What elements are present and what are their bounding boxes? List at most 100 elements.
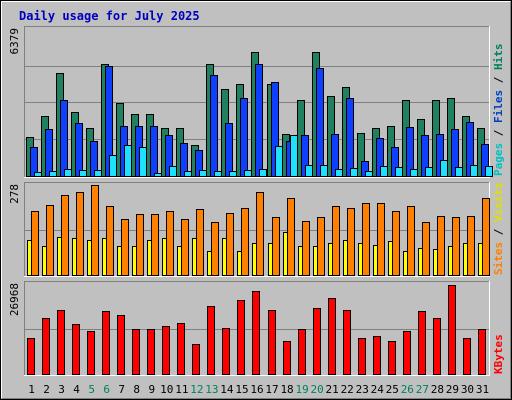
x-tick-day-8: 8 (133, 383, 140, 396)
bar-pages-day-6 (109, 155, 117, 177)
bar-kbytes-day-7 (117, 315, 125, 375)
x-tick-day-17: 17 (265, 383, 278, 396)
bar-kbytes-day-3 (57, 310, 65, 375)
bar-sites-day-29 (452, 217, 460, 276)
bar-kbytes-day-18 (283, 341, 291, 375)
x-tick-day-20: 20 (311, 383, 324, 396)
bar-pages-day-7 (124, 145, 132, 177)
x-tick-day-22: 22 (341, 383, 354, 396)
bar-sites-day-17 (272, 217, 280, 276)
series-legend: KBytes (492, 334, 505, 374)
bar-sites-day-19 (302, 221, 310, 276)
bar-kbytes-day-5 (87, 331, 95, 375)
bar-sites-day-31 (482, 198, 490, 276)
x-tick-day-23: 23 (356, 383, 369, 396)
bar-pages-day-25 (395, 167, 403, 177)
x-tick-day-14: 14 (220, 383, 234, 396)
x-tick-day-2: 2 (43, 383, 50, 396)
x-tick-day-3: 3 (58, 383, 65, 396)
bar-files-day-13 (210, 75, 218, 177)
x-tick-day-24: 24 (371, 383, 385, 396)
bar-pages-day-29 (455, 167, 463, 177)
bar-pages-day-23 (365, 171, 373, 177)
bar-pages-day-14 (229, 171, 237, 177)
bar-sites-day-30 (467, 216, 475, 276)
legend-entry: / (492, 123, 505, 143)
bar-kbytes-day-20 (313, 308, 321, 375)
bar-sites-day-18 (287, 198, 295, 276)
x-tick-day-19: 19 (295, 383, 308, 396)
bar-sites-day-4 (76, 192, 84, 276)
x-tick-day-15: 15 (235, 383, 248, 396)
bar-pages-day-18 (290, 135, 298, 177)
bar-pages-day-30 (470, 165, 478, 177)
bar-files-day-4 (75, 123, 83, 177)
x-tick-day-6: 6 (103, 383, 110, 396)
bar-kbytes-day-14 (222, 328, 230, 375)
bar-pages-day-28 (440, 160, 448, 177)
x-tick-day-11: 11 (175, 383, 188, 396)
bar-pages-day-24 (380, 166, 388, 177)
bar-sites-day-15 (241, 208, 249, 276)
x-tick-day-28: 28 (431, 383, 444, 396)
legend-entry: Files (492, 90, 505, 123)
bar-kbytes-day-19 (298, 329, 306, 375)
bar-sites-day-11 (181, 219, 189, 276)
bar-kbytes-day-24 (373, 336, 381, 375)
bar-pages-day-19 (305, 165, 313, 177)
bar-kbytes-day-21 (328, 298, 336, 375)
x-tick-day-27: 27 (416, 383, 429, 396)
chart-panels: 6379 Pages / Files / Hits 278 Sites / Visit… (8, 26, 505, 376)
panel-bottom: 26968 KBytes (8, 281, 505, 376)
bar-kbytes-day-11 (177, 323, 185, 375)
bar-sites-day-27 (422, 222, 430, 276)
bar-pages-day-13 (214, 171, 222, 177)
bar-pages-day-16 (259, 169, 267, 177)
bar-sites-day-2 (46, 205, 54, 276)
bar-sites-day-8 (136, 214, 144, 276)
bar-pages-day-11 (184, 171, 192, 177)
bar-pages-day-17 (275, 146, 283, 177)
bar-kbytes-day-10 (162, 326, 170, 375)
x-tick-day-10: 10 (160, 383, 173, 396)
y-max-label: 6379 (8, 28, 21, 55)
legend-entry: Hits (492, 44, 505, 71)
bar-kbytes-day-26 (403, 331, 411, 375)
y-max-label: 278 (8, 184, 21, 204)
bar-pages-day-22 (350, 168, 358, 177)
bar-files-day-3 (60, 100, 68, 177)
series-legend: Pages / Files / Hits (492, 44, 505, 177)
x-tick-day-25: 25 (386, 383, 399, 396)
bar-kbytes-day-22 (343, 310, 351, 375)
bar-pages-day-31 (485, 166, 493, 177)
series-legend: Sites / Visits (492, 182, 505, 275)
bar-sites-day-21 (332, 206, 340, 276)
bar-pages-day-12 (199, 170, 207, 177)
legend-entry: KBytes (492, 334, 505, 374)
bar-kbytes-day-27 (418, 311, 426, 375)
x-axis-day-labels: 1 2 3 4 5 6 7 8 9 10 11 12 13 14 15 16 17 18 19 20 21 22 23 24 2… (28, 383, 489, 396)
bar-pages-day-26 (410, 169, 418, 177)
y-max-label: 26968 (8, 283, 21, 316)
x-tick-day-16: 16 (250, 383, 263, 396)
bar-kbytes-day-29 (448, 285, 456, 375)
bar-pages-day-8 (139, 147, 147, 177)
bar-pages-day-4 (79, 170, 87, 177)
bar-sites-day-22 (347, 208, 355, 276)
bar-kbytes-day-30 (463, 338, 471, 375)
bar-kbytes-day-31 (478, 329, 486, 375)
bar-files-day-20 (316, 68, 324, 177)
bar-files-day-15 (240, 98, 248, 177)
bar-pages-day-20 (320, 165, 328, 177)
bar-sites-day-1 (31, 211, 39, 276)
x-tick-day-9: 9 (148, 383, 155, 396)
bar-sites-day-10 (166, 211, 174, 276)
bar-pages-day-9 (154, 173, 162, 177)
x-tick-day-21: 21 (326, 383, 339, 396)
bar-kbytes-day-1 (27, 338, 35, 375)
bar-sites-day-26 (407, 206, 415, 276)
bar-sites-day-28 (437, 216, 445, 276)
bar-sites-day-20 (317, 217, 325, 276)
x-tick-day-4: 4 (73, 383, 80, 396)
